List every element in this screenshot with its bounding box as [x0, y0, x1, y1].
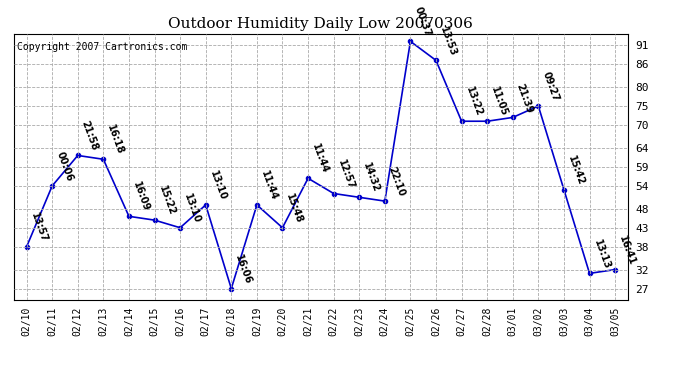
Text: Copyright 2007 Cartronics.com: Copyright 2007 Cartronics.com	[17, 42, 187, 52]
Text: 15:42: 15:42	[566, 154, 586, 187]
Text: 13:22: 13:22	[464, 86, 484, 118]
Text: 14:32: 14:32	[362, 162, 382, 194]
Text: 21:58: 21:58	[80, 120, 100, 152]
Text: 12:57: 12:57	[336, 158, 355, 190]
Text: 16:09: 16:09	[131, 181, 151, 213]
Text: 00:06: 00:06	[55, 150, 75, 183]
Text: 15:22: 15:22	[157, 184, 177, 217]
Text: 13:13: 13:13	[591, 238, 611, 270]
Text: 00:37: 00:37	[413, 6, 433, 38]
Text: 13:57: 13:57	[29, 211, 48, 244]
Text: 11:44: 11:44	[259, 170, 279, 202]
Text: 11:44: 11:44	[310, 143, 330, 175]
Text: 16:41: 16:41	[617, 234, 637, 267]
Text: 13:10: 13:10	[208, 170, 228, 202]
Text: 09:27: 09:27	[540, 70, 560, 103]
Text: 13:10: 13:10	[182, 192, 202, 225]
Text: 13:53: 13:53	[438, 25, 458, 57]
Text: 11:05: 11:05	[489, 86, 509, 118]
Title: Outdoor Humidity Daily Low 20070306: Outdoor Humidity Daily Low 20070306	[168, 17, 473, 31]
Text: 16:18: 16:18	[106, 123, 126, 156]
Text: 21:39: 21:39	[515, 82, 535, 114]
Text: 15:48: 15:48	[284, 192, 304, 225]
Text: 16:06: 16:06	[233, 253, 253, 285]
Text: 22:10: 22:10	[387, 165, 407, 198]
